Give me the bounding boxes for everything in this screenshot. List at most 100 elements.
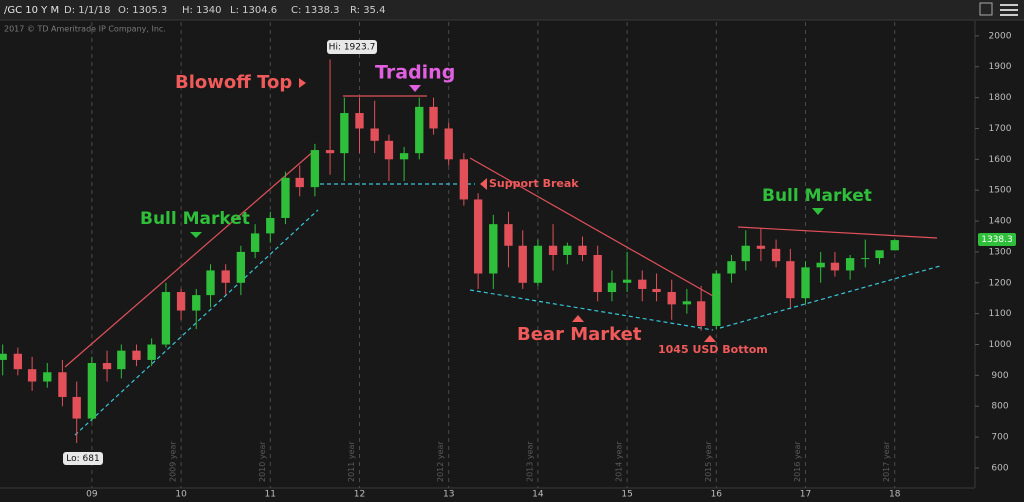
trend-lines [64, 95, 941, 436]
trend-line [64, 149, 316, 368]
y-tick-label: 1000 [989, 340, 1012, 350]
x-tick-label: 11 [265, 490, 276, 500]
trend-line [469, 289, 714, 331]
y-tick-label: 1400 [989, 217, 1012, 227]
candle-body [727, 261, 736, 274]
candle-body [117, 350, 126, 370]
period-label: 2012 year [436, 441, 445, 482]
low-callout [63, 452, 103, 465]
candle-body [13, 353, 23, 370]
x-tick-label: 14 [532, 490, 544, 500]
annotation: Bear Market [517, 324, 642, 345]
candle-body [161, 292, 171, 345]
low-label: Lo: 681 [66, 454, 99, 464]
candle-body [221, 270, 230, 283]
y-tick-label: 1700 [989, 124, 1012, 134]
annotation: Support Break [489, 177, 579, 190]
symbol[interactable]: /GC 10 Y M [4, 5, 59, 16]
period-label: 2009 year [169, 441, 178, 482]
candle-body [102, 363, 112, 370]
candle-body [192, 295, 201, 311]
x-tick-label: 09 [86, 490, 98, 500]
candle-body [147, 344, 156, 360]
candle-body [563, 245, 572, 255]
last-price: 1338.3 [981, 235, 1013, 245]
arrow [480, 178, 487, 190]
candle-body [622, 279, 632, 283]
y-tick-label: 2000 [989, 31, 1012, 41]
candle-body [384, 140, 394, 160]
trend-line [719, 265, 941, 329]
candle-body [830, 262, 840, 271]
trend-line [737, 226, 938, 239]
y-tick-label: 1200 [989, 278, 1012, 288]
annotation-arrows [190, 78, 824, 342]
header-bar [0, 0, 1024, 20]
period-label: 2011 year [347, 441, 356, 482]
candle-body [250, 233, 260, 252]
annotation: Bull Market [762, 186, 872, 206]
arrow [704, 335, 716, 342]
candle-body [72, 396, 81, 419]
candle-body [667, 292, 676, 305]
candle-body [741, 245, 750, 262]
candle-body [875, 250, 884, 259]
period-label: 2010 year [258, 441, 267, 482]
candle-body [340, 113, 349, 154]
candle-body [861, 258, 870, 260]
candle-body [489, 224, 498, 274]
arrow [572, 315, 584, 322]
candle-body [295, 177, 304, 188]
candle-body [607, 282, 617, 293]
candle-body [593, 255, 602, 293]
candle-body [504, 224, 513, 246]
candle-body [459, 159, 469, 200]
candle-body [429, 106, 438, 129]
candle-body [816, 262, 825, 268]
header-open: O: 1305.3 [118, 5, 167, 16]
y-tick-label: 900 [991, 371, 1008, 381]
x-tick-label: 16 [711, 490, 723, 500]
annotation: Blowoff Top [175, 72, 292, 93]
candle-body [325, 150, 335, 154]
trend-line [74, 209, 319, 436]
y-tick-label: 700 [991, 433, 1008, 443]
candle-body [578, 245, 587, 255]
period-label: 2014 year [615, 441, 624, 482]
trend-line [469, 157, 714, 297]
candle-body [771, 248, 781, 262]
candle-body [370, 128, 379, 141]
candle-body [399, 153, 409, 160]
header-low: L: 1304.6 [230, 5, 277, 16]
menu-icon[interactable] [979, 2, 1018, 16]
candle-body [0, 353, 7, 360]
candle-body [176, 292, 186, 311]
x-tick-label: 18 [889, 490, 901, 500]
candle-body [786, 261, 795, 299]
y-tick-label: 600 [991, 463, 1008, 473]
y-tick-label: 1100 [989, 309, 1012, 319]
y-tick-label: 800 [991, 402, 1008, 412]
arrow [299, 78, 306, 88]
candle-body [87, 363, 97, 419]
arrow [812, 208, 824, 215]
arrow [190, 232, 202, 238]
candle-body [43, 372, 52, 382]
candles [0, 59, 899, 443]
candle-body [58, 372, 67, 397]
y-tick-label: 1300 [989, 247, 1012, 257]
high-callout [327, 40, 377, 54]
header-date: D: 1/1/18 [64, 5, 110, 16]
x-tick-label: 15 [621, 490, 632, 500]
header-high: H: 1340 [182, 5, 222, 16]
period-label: 2016 year [793, 441, 802, 482]
candle-body [712, 273, 721, 326]
candle-body [518, 245, 527, 283]
candle-body [638, 279, 647, 289]
candle-body [548, 245, 558, 255]
x-tick-label: 10 [175, 490, 187, 500]
high-label: Hi: 1923.7 [329, 43, 376, 53]
icon-frame[interactable] [979, 2, 993, 16]
x-tick-label: 17 [800, 490, 811, 500]
